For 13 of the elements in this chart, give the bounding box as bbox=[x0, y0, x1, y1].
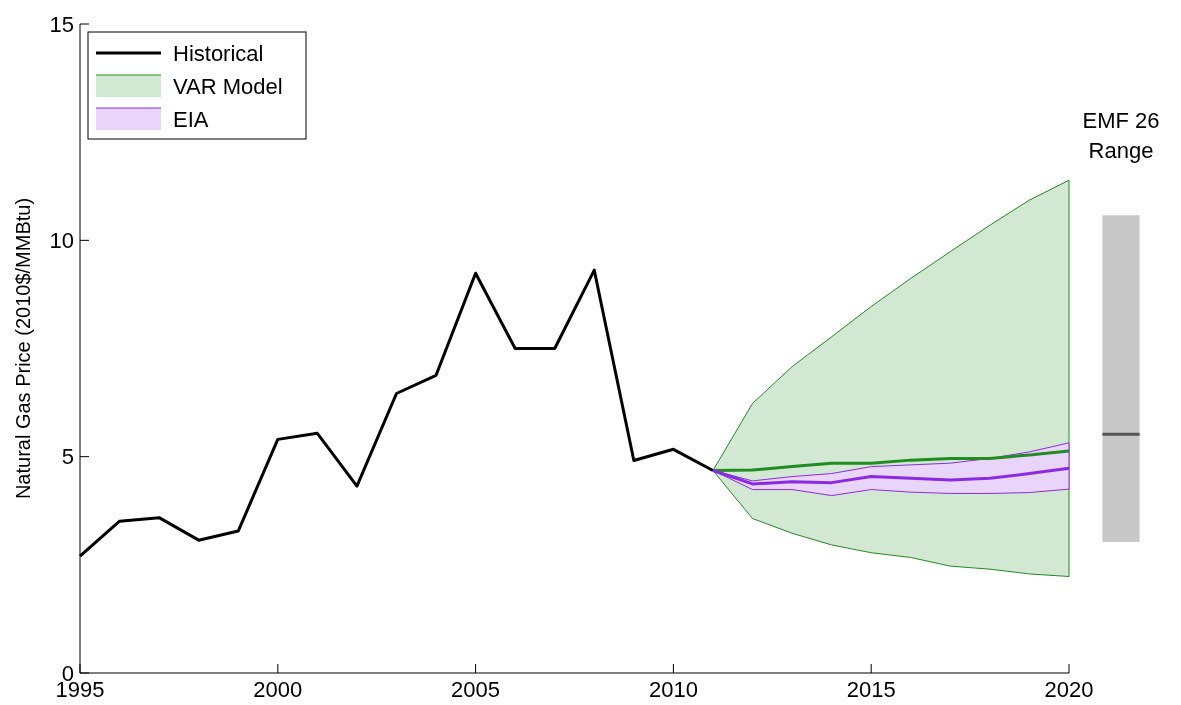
legend-label: Historical bbox=[173, 40, 264, 66]
y-tick-label: 15 bbox=[49, 11, 74, 37]
x-tick-label: 2020 bbox=[1044, 677, 1094, 702]
x-tick-label: 2010 bbox=[648, 677, 698, 702]
x-tick-label: 2015 bbox=[846, 677, 896, 702]
y-tick-label: 10 bbox=[49, 228, 74, 254]
x-tick-label: 2005 bbox=[451, 677, 501, 702]
legend-label: VAR Model bbox=[173, 73, 283, 99]
legend-label: EIA bbox=[173, 106, 209, 132]
y-axis-title: Natural Gas Price (2010$/MMBtu) bbox=[12, 197, 34, 500]
y-tick-label: 5 bbox=[61, 444, 74, 470]
x-tick-label: 2000 bbox=[253, 677, 303, 702]
text: EMF 26 Range bbox=[1082, 108, 1160, 163]
